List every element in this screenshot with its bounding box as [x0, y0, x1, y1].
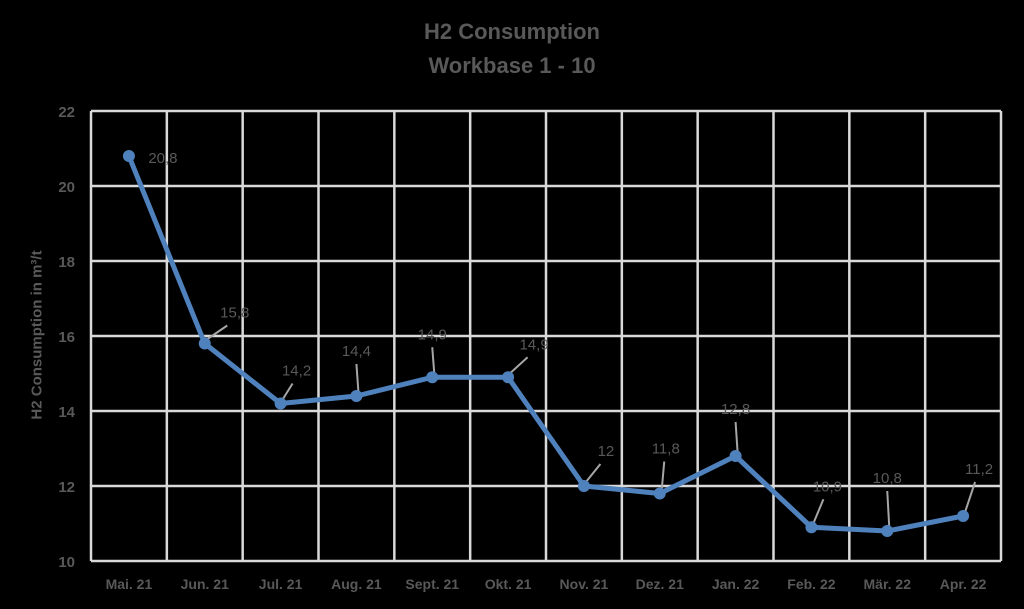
- data-label: 10,8: [873, 470, 902, 487]
- y-tick-label: 14: [58, 404, 75, 421]
- x-tick-label: Mai. 21: [106, 576, 153, 592]
- y-tick-label: 18: [58, 254, 75, 271]
- data-label: 14,9: [519, 336, 548, 353]
- data-point-marker: [881, 525, 894, 537]
- y-tick-label: 16: [58, 329, 75, 346]
- data-labels: 20,8 15,8 14,2 14,4 14,9 14,9 12 11,8 12,8 10,9 10…: [148, 150, 993, 495]
- gridlines: [89, 109, 1003, 563]
- leader-line: [660, 461, 666, 490]
- x-tick-label: Okt. 21: [485, 576, 532, 592]
- data-label: 11,2: [965, 461, 993, 478]
- data-point-marker: [957, 510, 970, 522]
- x-axis-ticks: Mai. 21 Jun. 21 Jul. 21 Aug. 21 Sept. 21 Okt.…: [106, 576, 987, 592]
- x-tick-label: Jan. 22: [712, 576, 760, 592]
- data-label: 11,8: [652, 441, 680, 458]
- data-label: 15,8: [220, 305, 249, 322]
- data-point-marker: [274, 397, 287, 410]
- data-point-marker: [350, 390, 363, 402]
- series-line: [126, 155, 964, 534]
- leader-line: [964, 481, 977, 513]
- data-label: 14,4: [342, 343, 371, 360]
- y-tick-label: 10: [58, 554, 75, 571]
- leader-line: [281, 382, 294, 401]
- y-tick-label: 12: [58, 479, 75, 496]
- data-point-marker: [502, 371, 515, 384]
- leader-line: [734, 421, 739, 453]
- leader-line: [585, 463, 602, 483]
- x-tick-label: Feb. 22: [787, 576, 835, 592]
- data-point-marker: [122, 150, 135, 162]
- x-tick-label: Apr. 22: [940, 576, 987, 592]
- data-label: 12: [598, 443, 615, 460]
- leader-line: [355, 363, 360, 393]
- leader-line: [509, 356, 529, 374]
- leader-line: [206, 324, 228, 341]
- data-point-marker: [805, 521, 818, 534]
- label-leader-lines: [206, 324, 977, 528]
- x-tick-label: Sept. 21: [405, 576, 459, 592]
- y-tick-label: 22: [58, 104, 75, 121]
- y-tick-label: 20: [58, 179, 75, 196]
- y-axis-ticks: 10 12 14 16 18 20 22: [58, 104, 75, 571]
- data-point-marker: [653, 487, 666, 500]
- x-tick-label: Aug. 21: [331, 576, 382, 592]
- data-point-marker: [577, 480, 590, 492]
- x-tick-label: Mär. 22: [864, 576, 912, 592]
- data-label: 14,2: [282, 363, 311, 380]
- leader-line: [812, 498, 825, 524]
- data-label: 14,9: [418, 326, 447, 343]
- leader-line: [431, 347, 436, 374]
- data-point-marker: [729, 450, 742, 462]
- chart-subtitle: Workbase 1 - 10: [428, 53, 596, 78]
- x-tick-label: Jul. 21: [259, 576, 303, 592]
- data-series: [122, 150, 970, 537]
- x-tick-label: Dez. 21: [636, 576, 684, 592]
- data-label: 12,8: [721, 401, 750, 418]
- x-tick-label: Jun. 21: [181, 576, 229, 592]
- x-tick-label: Nov. 21: [560, 576, 609, 592]
- data-point-marker: [426, 371, 439, 384]
- chart-title: H2 Consumption: [424, 19, 600, 44]
- data-label: 20,8: [148, 150, 177, 167]
- data-point-marker: [198, 337, 211, 350]
- leader-line: [886, 490, 891, 528]
- data-label: 10,9: [813, 478, 842, 495]
